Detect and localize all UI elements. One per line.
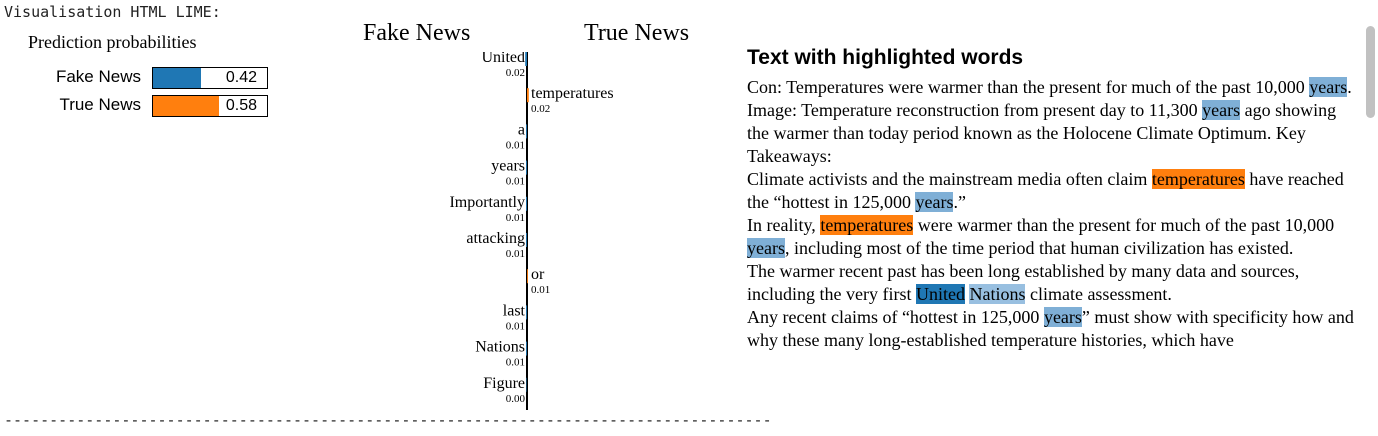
feature-weight-label: 0.02 (531, 103, 550, 115)
feature-weight-label: 0.01 (506, 139, 525, 151)
text-paragraph: Any recent claims of “hottest in 125,000… (747, 306, 1362, 352)
highlighted-word: temperatures (820, 215, 914, 235)
class-label-fake: Fake News (363, 20, 471, 46)
highlighted-word: years (915, 192, 954, 212)
probability-row-true: True News 0.58 (0, 95, 280, 117)
class-label-true: True News (584, 20, 690, 46)
feature-bar (526, 196, 527, 211)
text-paragraph: Climate activists and the mainstream med… (747, 168, 1362, 214)
feature-bar (526, 377, 527, 392)
feature-weight-label: 0.01 (506, 357, 525, 369)
text-segment: ago showing the warmer than today period… (747, 100, 1337, 166)
divider-line: ----------------------------------------… (4, 411, 774, 429)
text-segment: Climate activists and the mainstream med… (747, 169, 1152, 189)
output-header: Visualisation HTML LIME: (4, 3, 221, 21)
feature-weight-label: 0.02 (506, 67, 525, 79)
feature-label: United (481, 52, 525, 66)
text-segment: climate assessment. (1025, 284, 1172, 304)
highlighted-text-panel: Text with highlighted words Con: Tempera… (747, 46, 1362, 384)
text-segment: .” (953, 192, 966, 212)
probability-fill (153, 96, 220, 116)
highlighted-word: years (747, 238, 785, 258)
feature-weight-label: 0.01 (506, 320, 525, 332)
feature-label: temperatures (531, 85, 614, 102)
feature-bar (525, 52, 527, 66)
probability-value: 0.58 (225, 97, 257, 114)
text-panel-title: Text with highlighted words (747, 46, 1024, 69)
feature-bar (526, 305, 527, 320)
probability-row-fake: Fake News 0.42 (0, 67, 280, 89)
feature-label: Figure (483, 375, 525, 392)
feature-bar (526, 341, 527, 356)
highlighted-word: United (915, 284, 965, 304)
probability-value: 0.42 (225, 69, 257, 86)
probability-fill (153, 68, 201, 88)
text-segment: have reached the “hottest in 125,000 (747, 169, 1344, 212)
feature-bar (527, 88, 529, 103)
highlighted-word: years (1202, 100, 1241, 120)
feature-weight-label: 0.01 (506, 212, 525, 224)
feature-label: years (491, 158, 525, 175)
text-segment: were warmer than the present for much of… (913, 215, 1335, 235)
feature-label: attacking (466, 230, 525, 247)
probability-bar: 0.58 (152, 95, 268, 117)
probability-bar: 0.42 (152, 67, 268, 89)
text-segment: Any recent claims of “hottest in 125,000 (747, 307, 1044, 327)
highlighted-word: years (1043, 307, 1082, 327)
text-paragraph: In reality, temperatures were warmer tha… (747, 214, 1362, 260)
highlighted-word: Nations (969, 284, 1026, 304)
text-segment: Con: Temperatures were warmer than the p… (747, 77, 1310, 97)
feature-label: a (518, 121, 525, 138)
text-segment: The warmer recent past has been long est… (747, 261, 1300, 304)
text-segment: ” must show with specificity how and why… (747, 307, 1354, 350)
highlighted-text-body: Con: Temperatures were warmer than the p… (747, 76, 1362, 352)
highlighted-word: years (1309, 77, 1348, 97)
feature-label: or (531, 266, 545, 283)
feature-weight-label: 0.01 (506, 248, 525, 260)
feature-bar (526, 160, 527, 175)
text-segment: In reality, (747, 215, 821, 235)
feature-bar (526, 124, 527, 139)
prediction-probabilities-title: Prediction probabilities (28, 32, 197, 52)
text-segment: , including most of the time period that… (784, 238, 1294, 258)
text-paragraph: The warmer recent past has been long est… (747, 260, 1362, 306)
text-segment: . Image: Temperature reconstruction from… (747, 77, 1352, 120)
feature-bar (526, 233, 527, 247)
highlighted-word: temperatures (1151, 169, 1245, 189)
probability-label: True News (59, 95, 141, 114)
feature-label: last (503, 302, 526, 319)
probability-label: Fake News (55, 67, 141, 86)
feature-label: Importantly (449, 194, 525, 211)
feature-weight-label: 0.01 (506, 176, 525, 188)
feature-bar (527, 269, 528, 284)
feature-weights-chart: United0.02temperatures0.02a0.01years0.01… (449, 52, 614, 410)
scrollbar-thumb[interactable] (1366, 26, 1375, 118)
feature-label: Nations (475, 339, 525, 356)
feature-weight-label: 0.01 (531, 284, 550, 296)
feature-weight-label: 0.00 (506, 393, 526, 405)
text-paragraph: Con: Temperatures were warmer than the p… (747, 76, 1362, 168)
